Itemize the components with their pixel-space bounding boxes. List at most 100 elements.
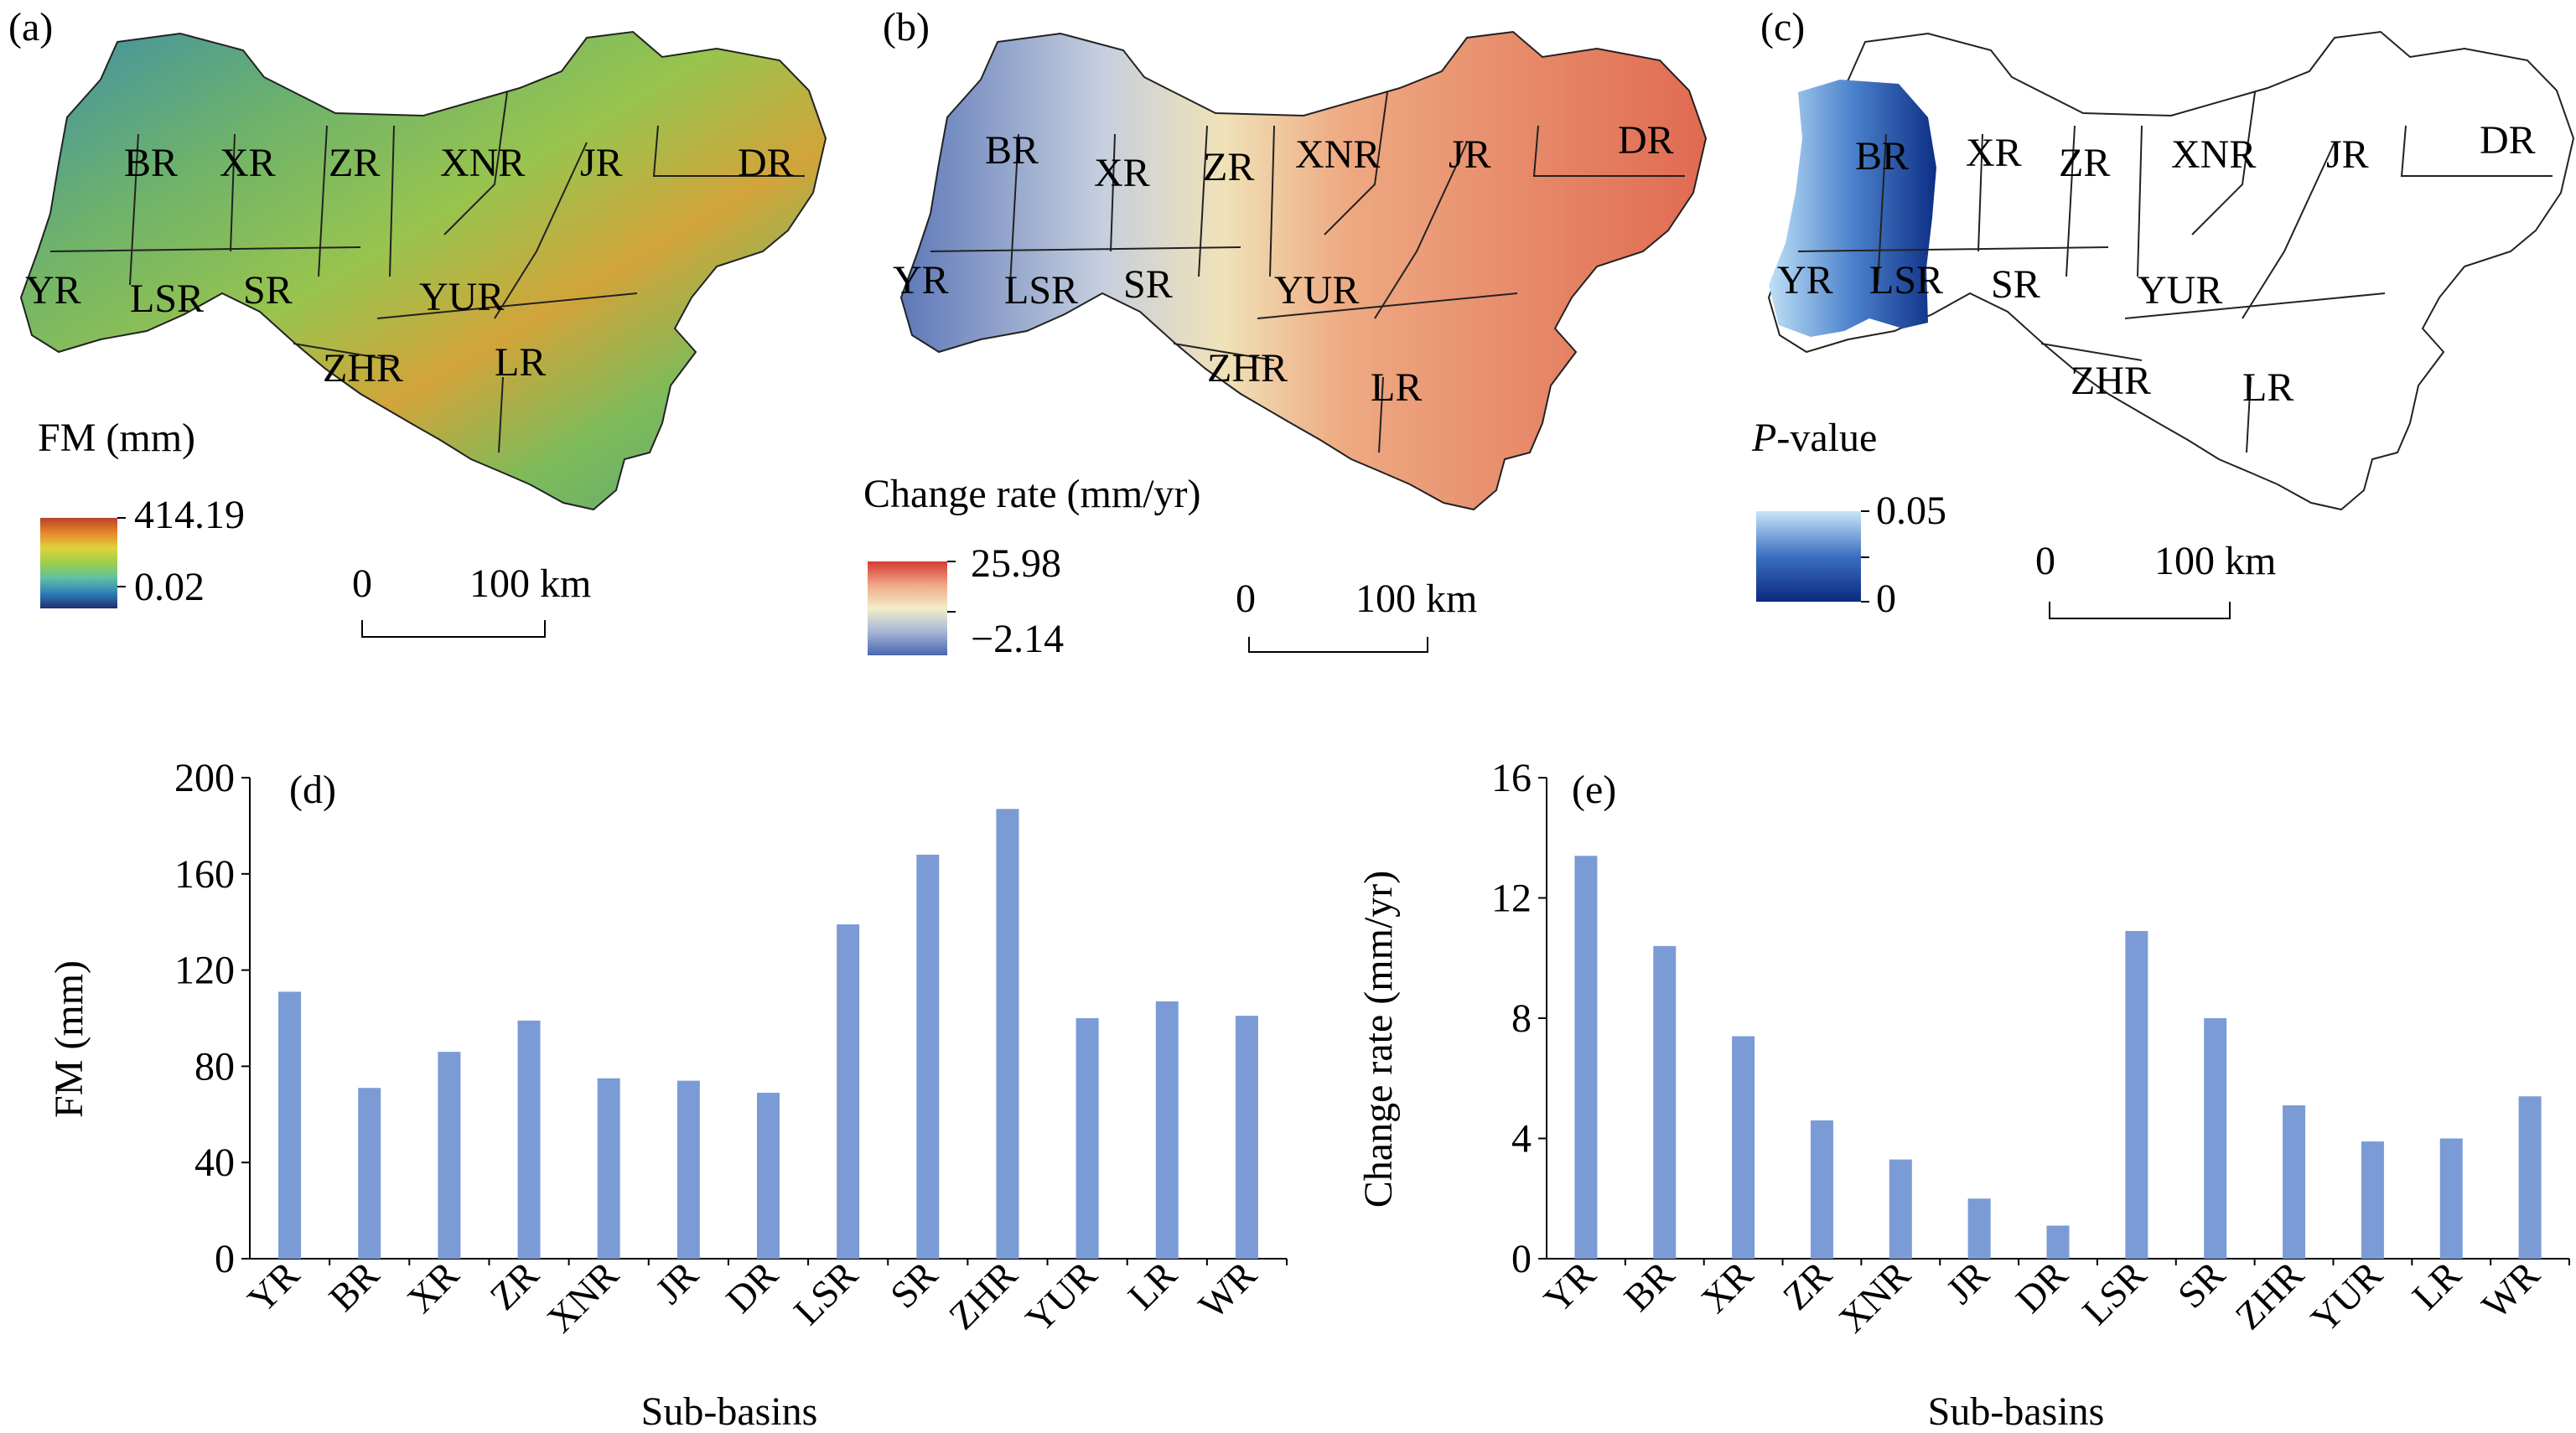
y-tick-label-e: 4	[1511, 1117, 1532, 1161]
map-panel-b: (b) BR XR ZR XNR JR DR YR LSR SR YUR ZHR…	[863, 5, 1708, 661]
y-tick-label-d: 0	[215, 1237, 235, 1281]
legend-colorbar-c	[1756, 511, 1861, 602]
significant-area-c	[1769, 80, 1936, 337]
x-tick-label-e: LR	[2404, 1253, 2470, 1318]
x-tick-label-d: ZR	[481, 1253, 547, 1318]
region-label-c: BR	[1855, 134, 1909, 178]
bar-d	[278, 991, 302, 1259]
bar-d	[837, 924, 860, 1259]
bar-d	[438, 1052, 461, 1259]
y-tick-label-d: 160	[174, 852, 235, 897]
bar-d	[358, 1088, 381, 1259]
panel-label-a: (a)	[8, 5, 53, 49]
region-label-a: ZR	[329, 141, 380, 185]
region-labels-b: BR XR ZR XNR JR DR YR LSR SR YUR ZHR LR	[893, 118, 1674, 410]
bar-e	[1653, 945, 1677, 1259]
region-label-c: JR	[2326, 132, 2369, 177]
panel-label-b: (b)	[883, 5, 930, 49]
sub-basin-boundaries-c	[1797, 91, 2553, 453]
legend-title-c: P-value	[1751, 416, 1877, 460]
x-tick-label-e: YUR	[2303, 1253, 2391, 1341]
bar-d	[996, 809, 1019, 1259]
bar-d	[916, 854, 940, 1259]
bar-e	[2204, 1018, 2227, 1259]
scale-end-a: 100 km	[469, 561, 591, 606]
region-label-b: XR	[1094, 151, 1150, 195]
y-tick-label-e: 16	[1491, 756, 1532, 800]
region-label-c: XR	[1966, 131, 2022, 175]
legend-colorbar-a	[40, 518, 117, 608]
y-axis-title-e: Change rate (mm/yr)	[1356, 871, 1401, 1208]
panel-label-c: (c)	[1760, 5, 1805, 49]
x-tick-label-e: XR	[1692, 1253, 1760, 1321]
region-label-a: DR	[738, 141, 794, 185]
x-tick-label-e: XNR	[1831, 1253, 1919, 1341]
region-label-c: XNR	[2171, 132, 2256, 177]
region-label-c: YR	[1777, 258, 1833, 303]
bar-e	[2439, 1138, 2463, 1259]
y-tick-label-d: 120	[174, 949, 235, 993]
region-label-a: BR	[124, 141, 178, 185]
x-axis-title-d: Sub-basins	[641, 1389, 818, 1433]
x-tick-label-e: ZR	[1775, 1253, 1840, 1318]
scale-end-b: 100 km	[1355, 577, 1477, 621]
region-label-b: ZHR	[1207, 346, 1288, 391]
x-tick-label-d: JR	[647, 1253, 707, 1312]
scale-bar-b: 0 100 km	[1236, 577, 1477, 653]
bar-d	[757, 1092, 780, 1259]
region-label-b: BR	[985, 128, 1039, 173]
legend-title-rest-c: -value	[1776, 416, 1877, 460]
sub-basin-boundaries-b	[930, 91, 1685, 453]
legend-max-b: 25.98	[971, 541, 1061, 586]
bar-d	[517, 1020, 541, 1259]
bar-e	[2518, 1096, 2542, 1259]
x-tick-label-d: WR	[1190, 1253, 1265, 1327]
region-label-c: YUR	[2138, 268, 2222, 313]
scale-start-c: 0	[2035, 539, 2055, 583]
basin-map-c	[1767, 30, 2575, 511]
y-tick-label-e: 8	[1511, 996, 1532, 1041]
region-label-a: JR	[580, 141, 623, 185]
x-tick-label-e: WR	[2474, 1253, 2548, 1327]
region-label-b: DR	[1618, 118, 1674, 163]
y-tick-label-d: 80	[194, 1044, 235, 1089]
bar-d	[1075, 1018, 1099, 1259]
legend-title-a: FM (mm)	[38, 416, 195, 460]
y-tick-label-e: 0	[1511, 1237, 1532, 1281]
map-panel-c: (c) BR XR ZR XNR JR DR YR LSR SR YUR ZHR…	[1751, 5, 2575, 621]
bar-d	[676, 1080, 700, 1259]
bar-d	[1235, 1016, 1258, 1259]
x-tick-label-e: DR	[2008, 1253, 2076, 1321]
sub-basin-boundaries-a	[49, 91, 805, 453]
region-label-a: LR	[495, 340, 546, 385]
bar-chart-d: (d) FM (mm) Sub-basins 0 40 80 120 160 200 YR…	[47, 756, 1288, 1433]
scale-start-a: 0	[352, 561, 372, 606]
region-label-b: JR	[1449, 132, 1491, 177]
bar-e	[1732, 1036, 1755, 1259]
x-tick-label-d: YR	[239, 1253, 307, 1321]
x-tick-label-e: YR	[1536, 1253, 1604, 1321]
legend-min-c: 0	[1876, 577, 1896, 621]
region-label-b: SR	[1123, 262, 1173, 307]
legend-max-c: 0.05	[1876, 489, 1946, 533]
scale-bar-a: 0 100 km	[352, 561, 591, 638]
panel-label-e: (e)	[1572, 768, 1616, 812]
region-label-b: YUR	[1274, 268, 1359, 313]
x-tick-label-d: SR	[882, 1253, 946, 1317]
bar-e	[1967, 1198, 1991, 1259]
bar-e	[1574, 856, 1598, 1259]
region-label-c: ZR	[2059, 141, 2110, 185]
bar-e	[2125, 930, 2148, 1259]
y-axis-title-d: FM (mm)	[47, 960, 91, 1118]
region-label-b: LSR	[1004, 268, 1078, 313]
region-label-a: LSR	[130, 277, 204, 321]
x-tick-label-d: ZHR	[941, 1253, 1025, 1337]
region-label-b: YR	[893, 258, 949, 303]
y-tick-label-d: 40	[194, 1141, 235, 1185]
legend-colorbar-b	[868, 561, 947, 655]
scale-bar-c: 0 100 km	[2035, 539, 2276, 619]
x-tick-label-d: LSR	[785, 1253, 866, 1333]
legend-title-italic-c: P	[1751, 416, 1776, 460]
region-label-a: YR	[25, 268, 81, 313]
